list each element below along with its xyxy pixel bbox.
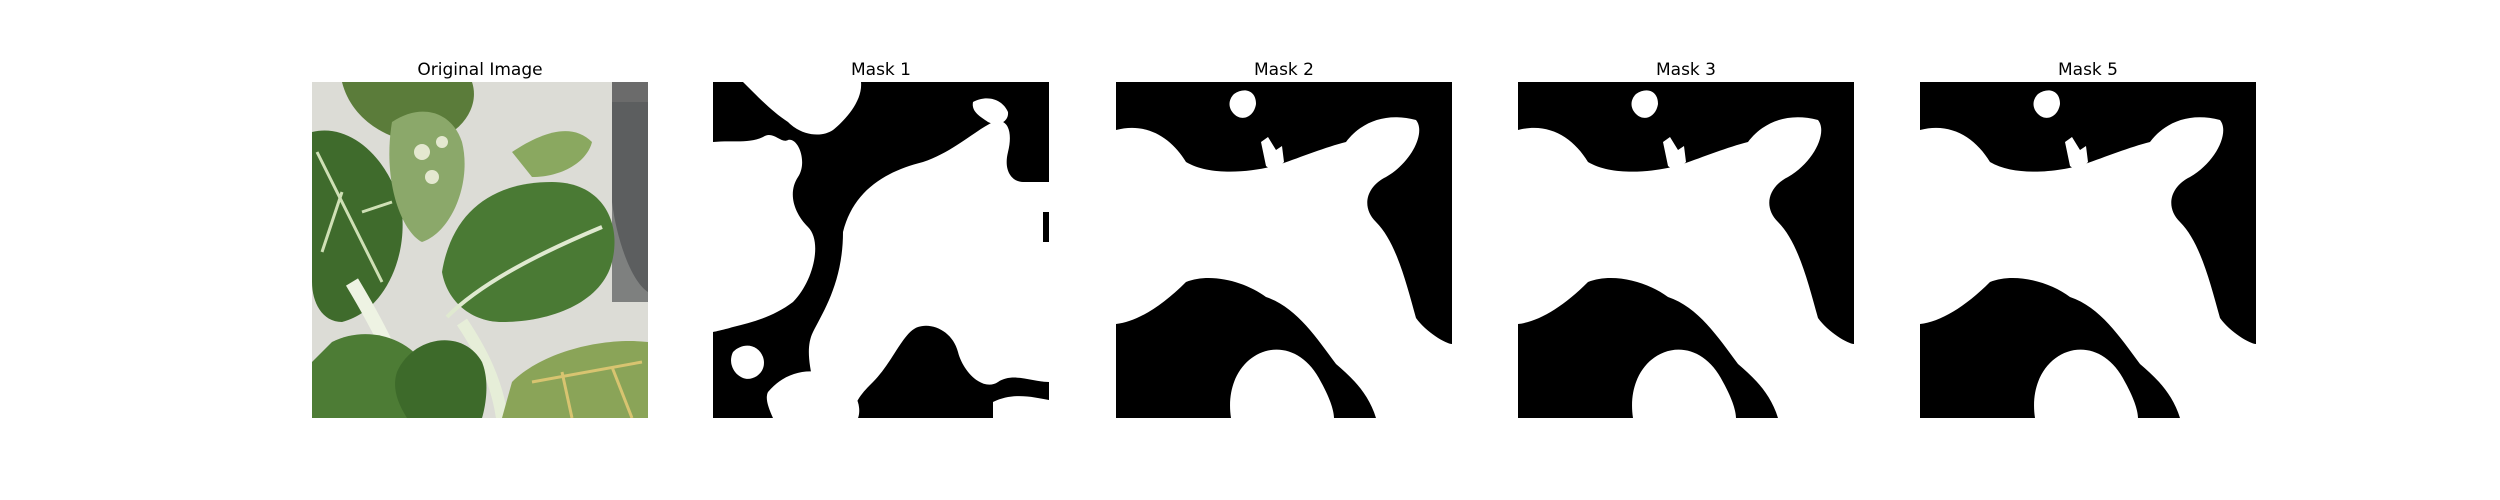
panel-mask-3: Mask 3 [1518,58,1854,418]
panel-original-image: Original Image [312,58,648,418]
panel-mask-2: Mask 2 [1116,58,1452,418]
panel-title: Mask 5 [2057,60,2118,80]
mask-1-image [713,82,1049,418]
panel-title: Mask 1 [850,60,911,80]
panel-mask-1: Mask 1 [713,58,1049,418]
panel-title: Original Image [417,60,543,80]
mask-2-image [1116,82,1452,418]
mask-5-image [1920,82,2256,418]
original-photo [312,82,648,418]
panel-title: Mask 2 [1253,60,1314,80]
mask-3-image [1518,82,1854,418]
panel-mask-5: Mask 5 [1920,58,2256,418]
panel-title: Mask 3 [1655,60,1716,80]
